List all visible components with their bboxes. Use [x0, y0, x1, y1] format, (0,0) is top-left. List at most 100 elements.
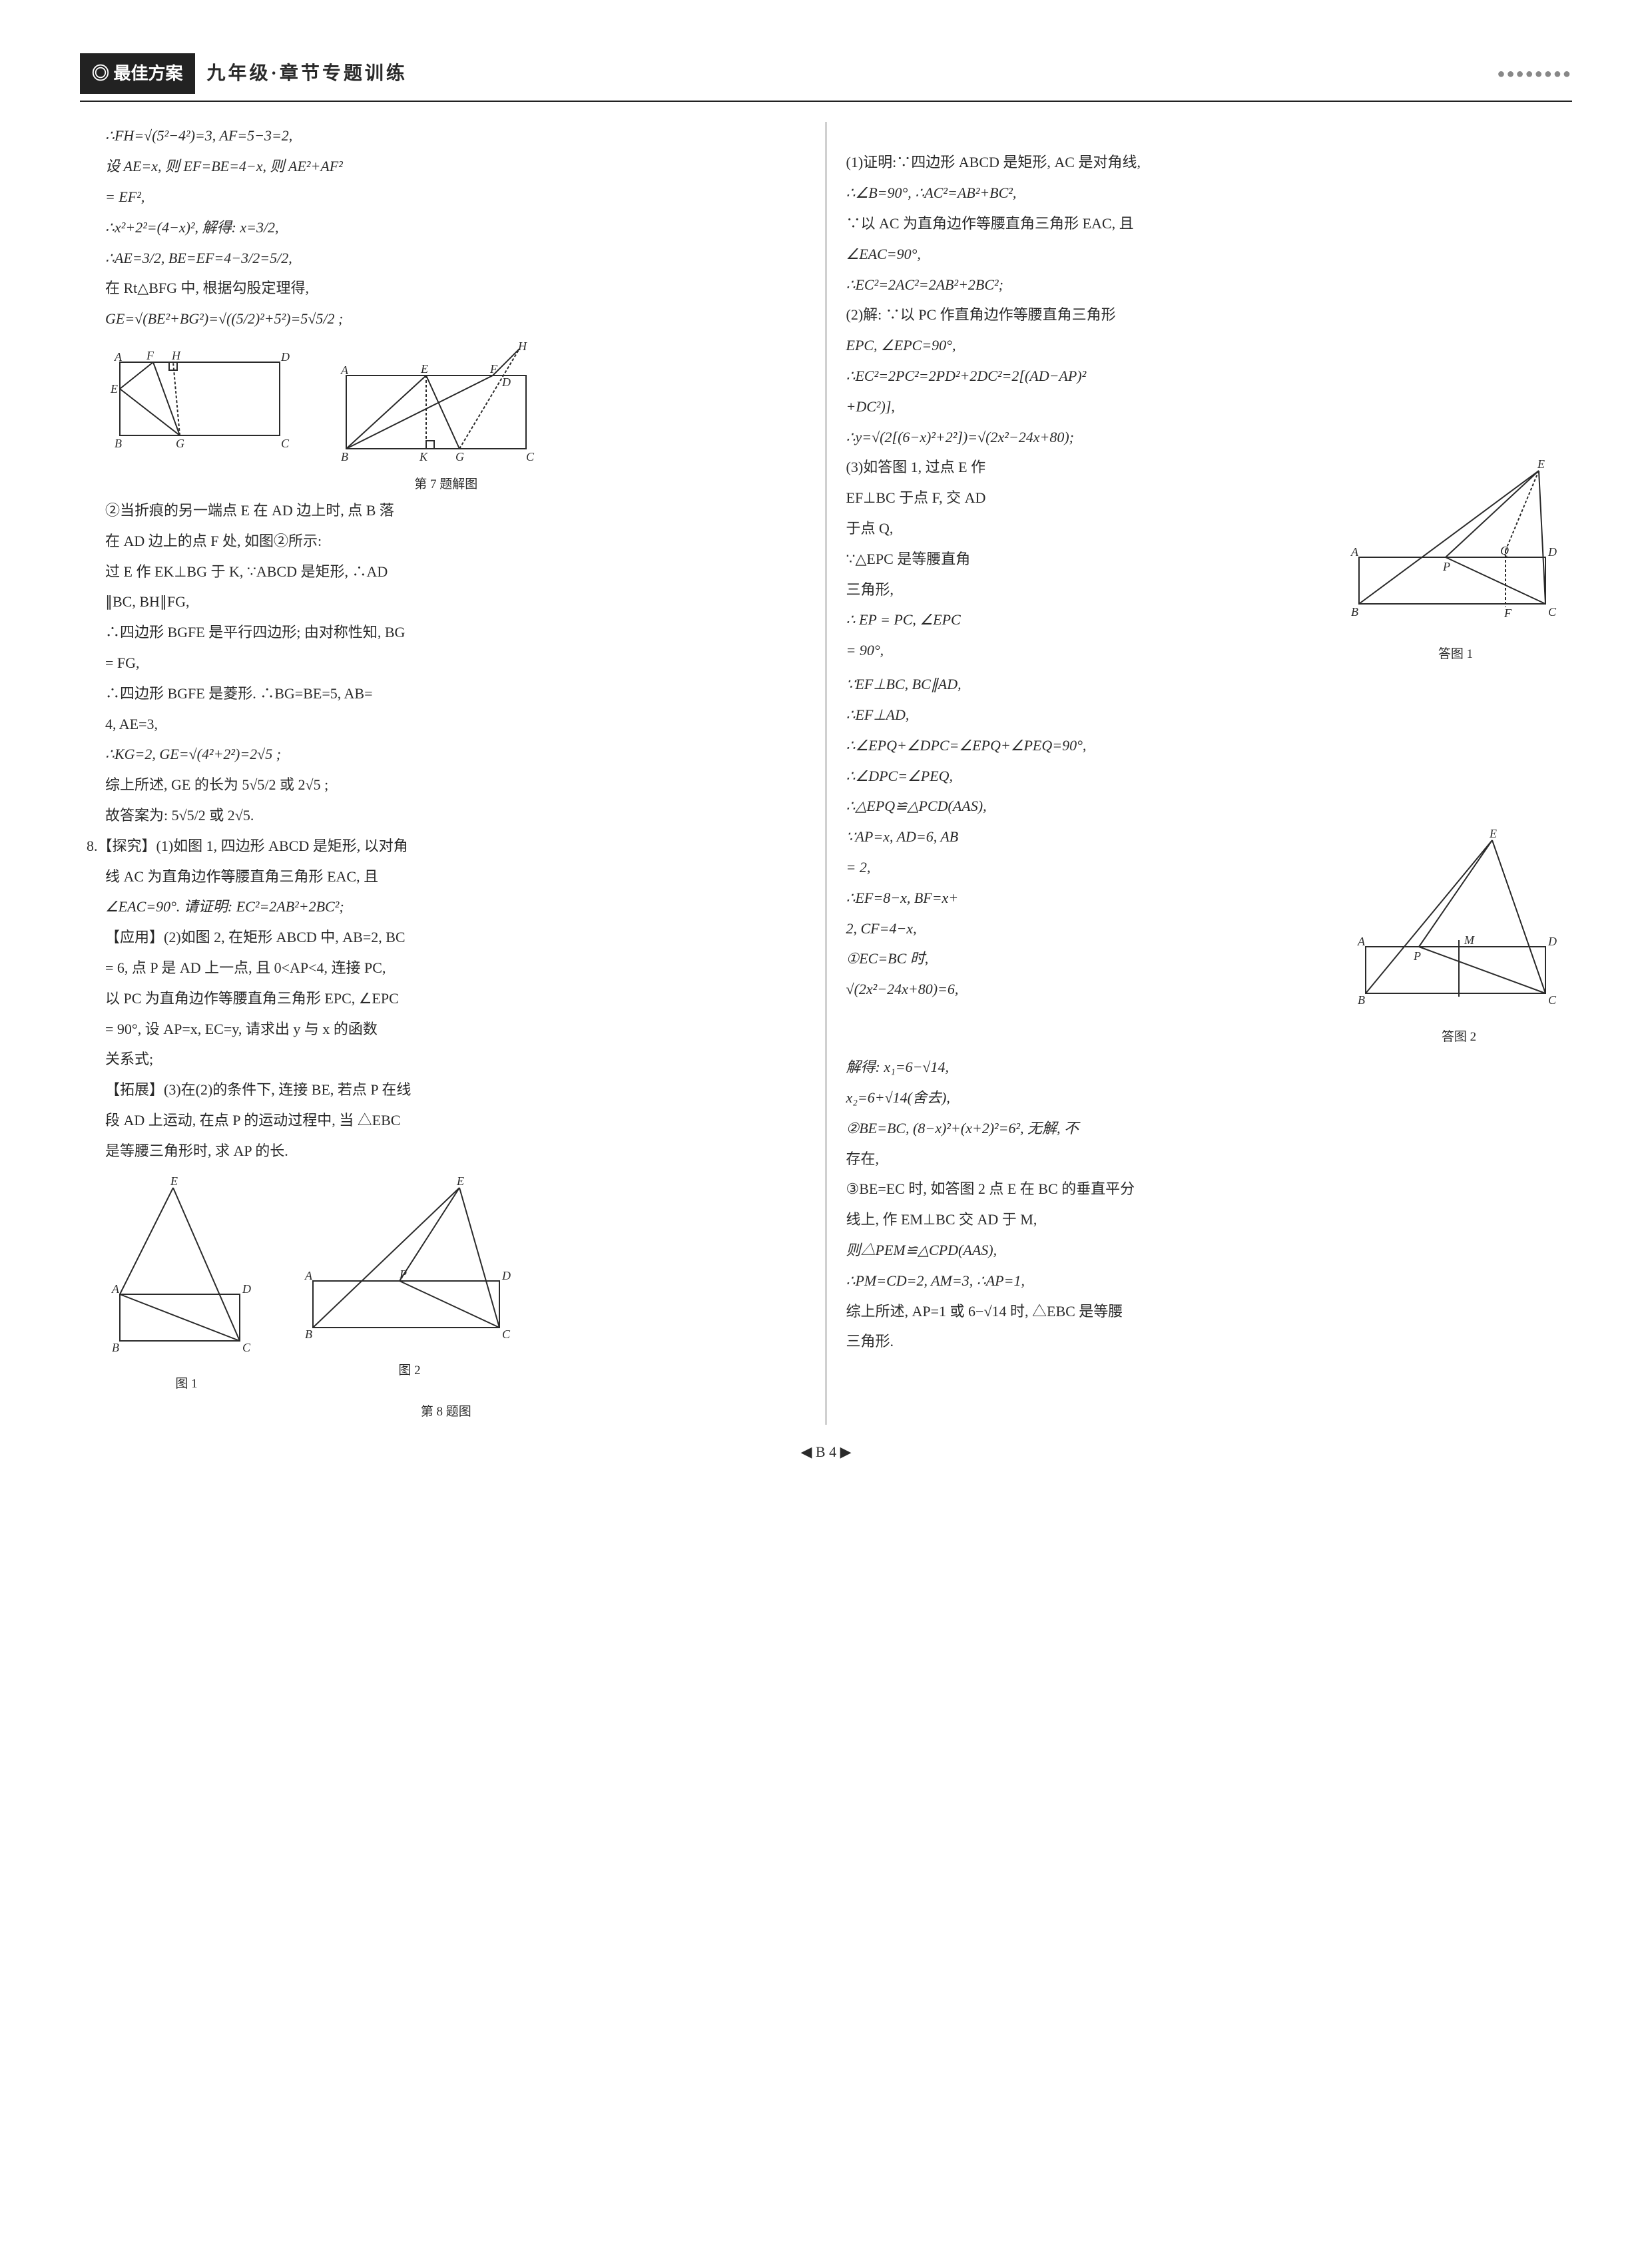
header-dots: ●●●●●●●●: [1497, 61, 1572, 87]
text-line: ∴x²+2²=(4−x)², 解得: x=3/2,: [87, 214, 806, 242]
svg-text:B: B: [112, 1341, 119, 1354]
two-column-layout: ∴FH=√(5²−4²)=3, AF=5−3=2, 设 AE=x, 则 EF=B…: [80, 122, 1572, 1424]
svg-text:P: P: [399, 1268, 407, 1281]
text-line: (1)证明:∵四边形 ABCD 是矩形, AC 是对角线,: [846, 148, 1566, 176]
text-line: (2)解: ∵以 PC 作直角边作等腰直角三角形: [846, 301, 1566, 329]
text-line: 线上, 作 EM⊥BC 交 AD 于 M,: [846, 1206, 1566, 1234]
text-line: 关系式;: [87, 1045, 806, 1073]
svg-text:H: H: [517, 342, 527, 353]
svg-text:A: A: [304, 1269, 313, 1282]
answer-figure-2-caption: 答图 2: [1352, 1025, 1565, 1049]
svg-text:A: A: [1350, 545, 1359, 559]
text-line: 设 AE=x, 则 EF=BE=4−x, 则 AE²+AF²: [87, 152, 806, 180]
svg-text:A: A: [111, 1282, 120, 1296]
svg-text:C: C: [1548, 993, 1557, 1007]
svg-text:F: F: [489, 362, 498, 375]
text-line: ∵EF⊥BC, BC∥AD,: [846, 670, 1566, 698]
text-line: ∴EF⊥AD,: [846, 701, 1566, 729]
figure-7-left: AFH DE BGC: [100, 342, 300, 455]
text-line: 则△PEM≌△CPD(AAS),: [846, 1236, 1566, 1264]
svg-text:G: G: [176, 437, 184, 450]
text-line: 线 AC 为直角边作等腰直角三角形 EAC, 且: [87, 863, 806, 891]
svg-text:C: C: [1548, 605, 1557, 619]
text-line: 在 AD 边上的点 F 处, 如图②所示:: [87, 527, 806, 555]
text-line: ∠EAC=90°,: [846, 240, 1566, 268]
svg-text:D: D: [242, 1282, 251, 1296]
text-line: 三角形.: [846, 1328, 1566, 1356]
svg-text:E: E: [170, 1174, 178, 1188]
svg-text:E: E: [1489, 827, 1497, 840]
text-line: 在 Rt△BFG 中, 根据勾股定理得,: [87, 274, 806, 302]
text-line: ∴△EPQ≌△PCD(AAS),: [846, 792, 1566, 820]
svg-text:B: B: [341, 450, 348, 463]
svg-text:C: C: [526, 450, 535, 463]
text-line: ∥BC, BH∥FG,: [87, 588, 806, 616]
text-line: ②当折痕的另一端点 E 在 AD 边上时, 点 B 落: [87, 497, 806, 525]
text-line: ∴EC²=2AC²=2AB²+2BC²;: [846, 271, 1566, 299]
figure-8-2-label: 图 2: [300, 1359, 519, 1383]
header-title: 九年级·章节专题训练: [207, 56, 408, 91]
text-line: = EF²,: [87, 183, 806, 211]
text-line: 【拓展】(3)在(2)的条件下, 连接 BE, 若点 P 在线: [87, 1076, 806, 1104]
text-line: 综上所述, AP=1 或 6−√14 时, △EBC 是等腰: [846, 1298, 1566, 1326]
text-line: 段 AD 上运动, 在点 P 的运动过程中, 当 △EBC: [87, 1107, 806, 1134]
text-line: EPC, ∠EPC=90°,: [846, 332, 1566, 360]
svg-text:D: D: [280, 350, 290, 364]
text-line: = 90°, 设 AP=x, EC=y, 请求出 y 与 x 的函数: [87, 1015, 806, 1043]
svg-text:G: G: [455, 450, 464, 463]
svg-text:P: P: [1442, 560, 1450, 573]
svg-text:C: C: [502, 1328, 511, 1341]
page-header: ◎ 最佳方案 九年级·章节专题训练 ●●●●●●●●: [80, 53, 1572, 102]
text-line: 8.【探究】(1)如图 1, 四边形 ABCD 是矩形, 以对角: [87, 832, 806, 860]
figure-7-row: AFH DE BGC AEFD H: [100, 342, 806, 469]
text-line: = FG,: [87, 649, 806, 677]
answer-figure-1-caption: 答图 1: [1346, 642, 1565, 666]
svg-text:E: E: [110, 382, 118, 395]
svg-text:A: A: [340, 364, 349, 377]
text-line: ∴FH=√(5²−4²)=3, AF=5−3=2,: [87, 122, 806, 150]
text-line: ∴四边形 BGFE 是菱形. ∴BG=BE=5, AB=: [87, 680, 806, 708]
text-line: ∴∠EPQ+∠DPC=∠EPQ+∠PEQ=90°,: [846, 732, 1566, 760]
svg-text:H: H: [171, 349, 181, 362]
text-line: 4, AE=3,: [87, 710, 806, 738]
text-line: 综上所述, GE 的长为 5√5/2 或 2√5 ;: [87, 771, 806, 799]
figure-8-1: E A D B C: [100, 1174, 273, 1361]
text-line: ∴y=√(2[(6−x)²+2²])=√(2x²−24x+80);: [846, 423, 1566, 451]
text-line: +DC²)],: [846, 393, 1566, 421]
svg-text:B: B: [1358, 993, 1365, 1007]
svg-text:D: D: [501, 375, 511, 389]
text-line: 【应用】(2)如图 2, 在矩形 ABCD 中, AB=2, BC: [87, 923, 806, 951]
text-line: ∴∠DPC=∠PEQ,: [846, 762, 1566, 790]
svg-text:P: P: [1413, 949, 1421, 963]
svg-text:B: B: [305, 1328, 312, 1341]
text-line: 解得: x₁=6−√14,: [846, 1053, 1566, 1081]
text-line: ∴PM=CD=2, AM=3, ∴AP=1,: [846, 1267, 1566, 1295]
svg-text:D: D: [1547, 545, 1557, 559]
header-badge: ◎ 最佳方案: [80, 53, 195, 94]
figure-8-caption: 第 8 题图: [87, 1400, 806, 1424]
text-line: 故答案为: 5√5/2 或 2√5.: [87, 802, 806, 830]
figure-8-1-label: 图 1: [100, 1372, 273, 1396]
svg-text:C: C: [281, 437, 290, 450]
svg-text:D: D: [1547, 935, 1557, 948]
svg-text:C: C: [242, 1341, 251, 1354]
text-line: ∴EC²=2PC²=2PD²+2DC²=2[(AD−AP)²: [846, 362, 1566, 390]
figure-7-right: AEFD H BKGC: [326, 342, 546, 469]
svg-text:Q: Q: [1500, 544, 1509, 557]
svg-text:K: K: [419, 450, 428, 463]
text-line: = 6, 点 P 是 AD 上一点, 且 0<AP<4, 连接 PC,: [87, 954, 806, 982]
text-line: 过 E 作 EK⊥BG 于 K, ∵ABCD 是矩形, ∴AD: [87, 558, 806, 586]
svg-text:A: A: [1357, 935, 1366, 948]
text-line: 以 PC 为直角边作等腰直角三角形 EPC, ∠EPC: [87, 985, 806, 1013]
svg-text:F: F: [1504, 607, 1512, 620]
text-line: ∴KG=2, GE=√(4²+2²)=2√5 ;: [87, 740, 806, 768]
text-line: ∴∠B=90°, ∴AC²=AB²+BC²,: [846, 179, 1566, 207]
text-line: x₂=6+√14(舍去),: [846, 1084, 1566, 1112]
answer-figure-2: E APMD BC: [1352, 827, 1565, 1013]
text-line: ∴AE=3/2, BE=EF=4−3/2=5/2,: [87, 244, 806, 272]
svg-text:B: B: [115, 437, 122, 450]
answer-figure-1: E APQD BFC: [1346, 457, 1565, 630]
text-line: ∴四边形 BGFE 是平行四边形; 由对称性知, BG: [87, 619, 806, 646]
answer-figure-1-block: E APQD BFC 答图 1: [1346, 457, 1565, 666]
figure-7-caption: 第 7 题解图: [87, 473, 806, 497]
